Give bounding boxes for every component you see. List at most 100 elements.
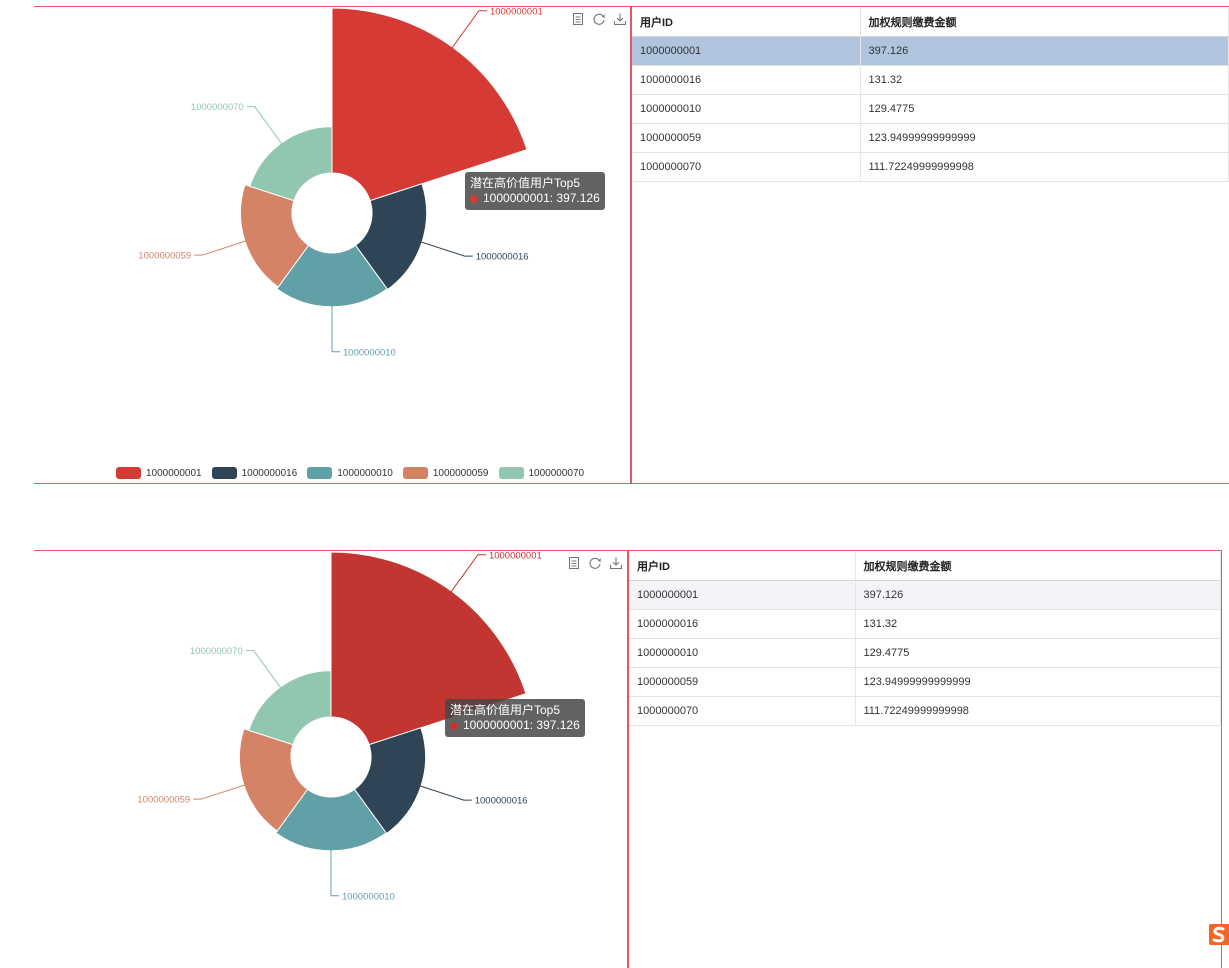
legend-item[interactable]: 1000000010 (307, 467, 393, 479)
data-view-icon[interactable] (570, 11, 586, 27)
label-line (450, 10, 487, 50)
cell-user-id: 1000000010 (632, 94, 861, 124)
cell-amount: 123.94999999999999 (860, 123, 1229, 153)
cell-user-id: 1000000010 (629, 638, 856, 668)
slice-label: 1000000001 (490, 8, 543, 17)
slice-label: 1000000070 (191, 102, 244, 113)
slice-label: 1000000001 (489, 552, 542, 561)
panel1-divider (630, 6, 632, 484)
table-row[interactable]: 1000000070 111.72249999999998 (632, 152, 1229, 182)
cell-amount: 397.126 (855, 580, 1221, 610)
legend-label: 1000000016 (241, 467, 298, 479)
slice-label: 1000000010 (343, 347, 396, 358)
panel2-toolbox (566, 555, 624, 571)
cell-amount: 111.72249999999998 (855, 696, 1221, 726)
legend-item[interactable]: 1000000001 (116, 467, 202, 479)
legend-label: 1000000001 (146, 467, 202, 479)
legend-item[interactable]: 1000000070 (498, 467, 585, 479)
tooltip-title: 潜在高价值用户Top5 (470, 176, 581, 190)
cell-amount: 129.4775 (860, 94, 1229, 124)
data-view-icon[interactable] (566, 555, 582, 571)
cell-user-id: 1000000059 (629, 667, 856, 697)
column-header-user-id[interactable]: 用户ID (629, 552, 856, 581)
legend-label: 1000000059 (432, 467, 489, 479)
panel1-toolbox (570, 11, 628, 27)
cell-amount: 123.94999999999999 (855, 667, 1221, 697)
legend-swatch (402, 467, 428, 479)
table-row[interactable]: 1000000059 123.94999999999999 (629, 667, 1221, 697)
label-line (419, 241, 473, 257)
slice-label: 1000000016 (475, 796, 528, 807)
cell-user-id: 1000000016 (629, 609, 856, 639)
restore-icon[interactable] (591, 11, 607, 27)
label-line (331, 304, 340, 353)
tooltip-entry: 1000000001: 397.126 (483, 191, 600, 205)
label-line (449, 554, 486, 594)
tooltip-entry: 1000000001: 397.126 (463, 718, 580, 732)
table-header-row: 用户ID 加权规则缴费金额 (632, 8, 1229, 37)
table-row[interactable]: 1000000010 129.4775 (632, 94, 1229, 124)
label-line (418, 785, 472, 801)
panel2-table-container: 用户ID 加权规则缴费金额 1000000001 397.126 10000000… (629, 552, 1221, 726)
label-line (194, 240, 248, 256)
table-row[interactable]: 1000000016 131.32 (632, 65, 1229, 95)
pie-slice-1000000070[interactable] (248, 670, 332, 746)
save-image-icon[interactable] (608, 555, 624, 571)
sogou-logo-icon[interactable] (1207, 921, 1229, 947)
panel1-rose-chart: 1000000001 1000000016 1000000010 1000000059… (138, 8, 543, 358)
pie-slice-1000000070[interactable] (249, 126, 333, 202)
cell-amount: 131.32 (860, 65, 1229, 95)
label-line (245, 650, 282, 689)
panel1-chart-tooltip: 潜在高价值用户Top5 1000000001: 397.126 (465, 172, 605, 210)
column-header-amount[interactable]: 加权规则缴费金额 (860, 8, 1229, 37)
pie-slice-1000000001[interactable] (330, 552, 527, 746)
table-header-row: 用户ID 加权规则缴费金额 (629, 552, 1221, 581)
label-line (246, 106, 283, 145)
legend-item[interactable]: 1000000016 (211, 467, 298, 479)
column-header-user-id[interactable]: 用户ID (632, 8, 861, 37)
pie-slice-1000000059[interactable] (239, 728, 309, 832)
table-row[interactable]: 1000000070 111.72249999999998 (629, 696, 1221, 726)
slice-label: 1000000059 (137, 795, 190, 806)
save-image-icon[interactable] (612, 11, 628, 27)
legend-item[interactable]: 1000000059 (402, 467, 489, 479)
table-row[interactable]: 1000000059 123.94999999999999 (632, 123, 1229, 153)
tooltip-dot (470, 194, 478, 203)
tooltip-title: 潜在高价值用户Top5 (450, 703, 561, 717)
cell-amount: 397.126 (860, 36, 1229, 66)
label-line (330, 848, 339, 897)
legend-label: 1000000010 (337, 467, 393, 479)
table-row[interactable]: 1000000001 397.126 (632, 36, 1229, 66)
pie-slice-1000000016[interactable] (354, 183, 428, 291)
cell-amount: 129.4775 (855, 638, 1221, 668)
panel1-table-container: 用户ID 加权规则缴费金额 1000000001 397.126 10000000… (632, 8, 1229, 182)
legend-swatch (116, 467, 141, 479)
legend-swatch (307, 467, 333, 479)
cell-user-id: 1000000016 (632, 65, 861, 95)
panel2-rose-chart: 1000000001 1000000016 1000000010 1000000059… (137, 552, 542, 902)
restore-icon[interactable] (587, 555, 603, 571)
tooltip-dot (450, 721, 458, 730)
column-header-amount[interactable]: 加权规则缴费金额 (855, 552, 1221, 581)
pie-slice-1000000016[interactable] (353, 727, 427, 835)
table-row[interactable]: 1000000016 131.32 (629, 609, 1221, 639)
table-row[interactable]: 1000000001 397.126 (629, 580, 1221, 610)
cell-user-id: 1000000001 (632, 36, 861, 66)
pie-slice-1000000059[interactable] (240, 184, 310, 288)
slice-label: 1000000059 (138, 251, 191, 262)
pie-slice-1000000001[interactable] (331, 8, 528, 202)
pie-slice-1000000010[interactable] (276, 244, 388, 308)
panel1-legend: 1000000001 1000000016 1000000010 1000000… (116, 467, 594, 479)
table-row[interactable]: 1000000010 129.4775 (629, 638, 1221, 668)
panel2-data-table: 用户ID 加权规则缴费金额 1000000001 397.126 10000000… (629, 552, 1221, 726)
cell-amount: 111.72249999999998 (860, 152, 1229, 182)
panel1-data-table: 用户ID 加权规则缴费金额 1000000001 397.126 10000000… (632, 8, 1229, 182)
cell-amount: 131.32 (855, 609, 1221, 639)
panel2-divider (627, 550, 629, 968)
slice-label: 1000000016 (476, 252, 529, 263)
legend-label: 1000000070 (528, 467, 585, 479)
slice-label: 1000000070 (190, 646, 243, 657)
pie-slice-1000000010[interactable] (275, 788, 387, 852)
cell-user-id: 1000000070 (629, 696, 856, 726)
slice-label: 1000000010 (342, 891, 395, 902)
